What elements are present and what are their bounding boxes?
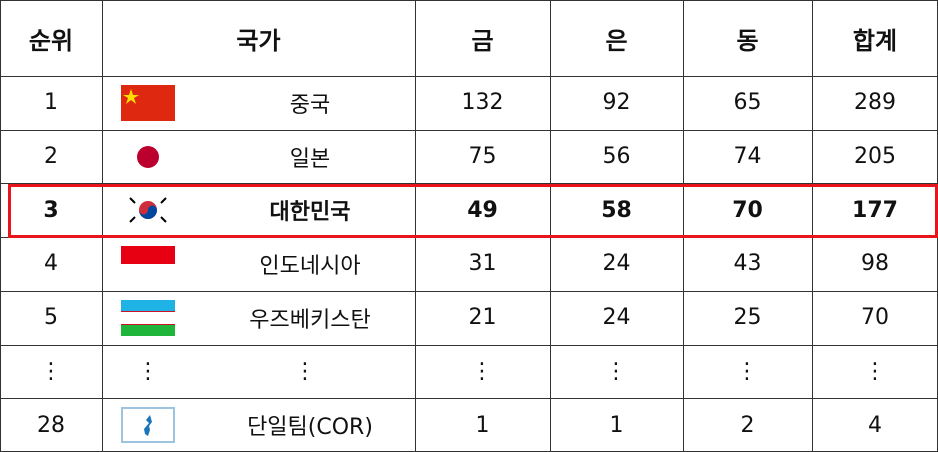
ellipsis: ⋮ xyxy=(864,358,886,384)
flag xyxy=(121,407,175,444)
header-cell: 국가 xyxy=(236,26,281,55)
header-cell: 순위 xyxy=(28,26,74,55)
cell: 3 xyxy=(43,197,59,223)
cell: 132 xyxy=(461,90,504,116)
col-line xyxy=(550,0,551,452)
cell: 4 xyxy=(868,412,882,438)
cell: 24 xyxy=(602,251,631,277)
country-name: 대한민국 xyxy=(269,200,351,226)
ellipsis: ⋮ xyxy=(736,358,758,384)
row-line xyxy=(0,183,938,185)
cell: 98 xyxy=(861,251,889,277)
ellipsis: ⋮ xyxy=(294,358,316,384)
cell: 1 xyxy=(44,90,58,116)
cell: 1 xyxy=(475,412,490,438)
highlight-box xyxy=(8,184,938,239)
country-name: 일본 xyxy=(289,146,331,172)
cell: 5 xyxy=(44,305,58,331)
row-line xyxy=(0,76,938,77)
cell: 56 xyxy=(602,144,631,170)
col-line xyxy=(102,0,103,452)
cell: 70 xyxy=(861,305,889,331)
col-line xyxy=(812,0,813,452)
cell: 205 xyxy=(854,144,896,170)
cell: 289 xyxy=(854,90,896,116)
row-line xyxy=(0,344,938,346)
cell: 25 xyxy=(733,305,762,331)
cell: 65 xyxy=(733,90,762,116)
country-name: 중국 xyxy=(289,92,331,118)
flag xyxy=(121,138,175,175)
cell: 74 xyxy=(733,144,762,170)
ellipsis: ⋮ xyxy=(471,358,493,384)
col-line xyxy=(415,0,416,452)
row-line xyxy=(0,398,938,400)
cell: 75 xyxy=(468,144,497,170)
cell: 92 xyxy=(602,90,631,116)
ellipsis: ⋮ xyxy=(40,358,62,384)
flag xyxy=(121,299,175,336)
country-name: 단일팀(COR) xyxy=(247,415,373,441)
header-cell: 은 xyxy=(605,26,628,55)
cell: 49 xyxy=(467,197,498,223)
cell: 2 xyxy=(740,412,755,438)
ellipsis: ⋮ xyxy=(137,358,159,384)
row-line xyxy=(0,129,938,131)
cell: 31 xyxy=(468,251,497,277)
cell: 43 xyxy=(733,251,762,277)
cell: 177 xyxy=(852,197,898,223)
flag xyxy=(121,192,175,229)
row-line xyxy=(0,0,938,1)
country-name: 우즈베키스탄 xyxy=(249,307,371,333)
cell: 21 xyxy=(468,305,497,331)
col-line xyxy=(0,0,1,452)
cell: 2 xyxy=(44,144,58,170)
ellipsis: ⋮ xyxy=(605,358,627,384)
cell: 1 xyxy=(609,412,624,438)
cell: 24 xyxy=(602,305,631,331)
flag xyxy=(121,84,175,121)
header-cell: 합계 xyxy=(852,26,898,55)
flag xyxy=(121,246,175,282)
country-name: 인도네시아 xyxy=(259,253,361,279)
cell: 70 xyxy=(732,197,763,223)
header-cell: 동 xyxy=(736,26,759,55)
cell: 58 xyxy=(601,197,632,223)
cell: 4 xyxy=(44,251,58,277)
row-line xyxy=(0,290,938,292)
cell: 28 xyxy=(37,412,65,438)
col-line xyxy=(683,0,684,452)
header-cell: 금 xyxy=(471,26,494,55)
